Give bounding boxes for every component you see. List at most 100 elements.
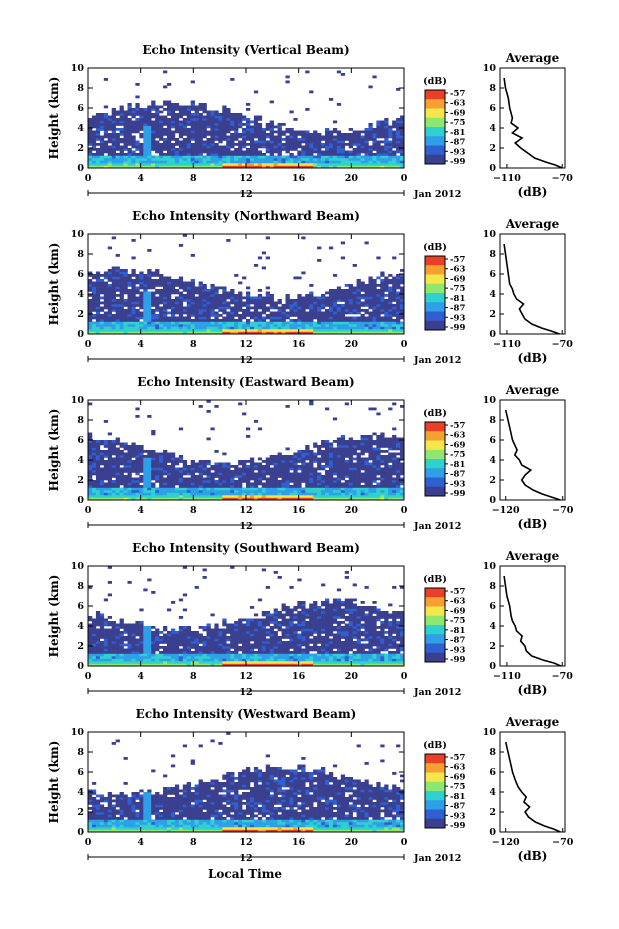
colorbar-tick-label: -75	[450, 450, 465, 460]
y-tick-label: 4	[77, 123, 84, 134]
colorbar-tick-label: -81	[450, 294, 465, 304]
y-tick-label: 4	[77, 289, 84, 300]
colorbar-tick-label: -99	[450, 157, 465, 167]
colorbar-tick-label: -75	[450, 118, 465, 128]
x-tick-label: 4	[137, 837, 144, 848]
colorbar-tick-label: -87	[450, 138, 465, 148]
colorbar-tick-label: -81	[450, 128, 465, 138]
date-label: 12	[239, 853, 252, 864]
y-tick-label: 6	[77, 269, 84, 280]
month-label: Jan 2012	[413, 853, 461, 864]
colorbar-segment	[425, 809, 445, 820]
colorbar-segment	[425, 256, 445, 266]
colorbar-segment	[425, 145, 445, 156]
colorbar-segment	[425, 459, 445, 469]
average-frame	[499, 565, 566, 667]
y-tick-label: 0	[77, 329, 84, 340]
x-tick-label: 20	[345, 505, 359, 516]
y-tick-label: 8	[77, 747, 84, 758]
chart-panel-1: Echo Intensity (Vertical Beam) 0 2 4 6 8 10 Hei…	[47, 43, 573, 200]
x-tick-label: 0	[85, 505, 92, 516]
x-tick-label: 20	[345, 339, 359, 350]
colorbar-tick-label: -57	[450, 89, 465, 99]
average-y-tick-label: 8	[489, 83, 496, 94]
colorbar-segment	[425, 283, 445, 294]
heatmap-field	[88, 566, 405, 667]
y-tick-label: 6	[77, 435, 84, 446]
colorbar-segment	[425, 477, 445, 488]
x-tick-label: 0	[85, 173, 92, 184]
y-tick-label: 0	[77, 495, 84, 506]
average-y-tick-label: 8	[489, 415, 496, 426]
y-axis-label: Height (km)	[47, 243, 61, 326]
average-y-tick-label: 10	[483, 229, 497, 240]
y-tick-label: 6	[77, 103, 84, 114]
y-tick-label: 2	[77, 309, 84, 320]
colorbar-tick-label: -81	[450, 792, 465, 802]
chart-panel-3: Echo Intensity (Eastward Beam) 0 2 4 6 8 10 Hei…	[47, 375, 574, 532]
average-y-tick-label: 4	[489, 289, 496, 300]
date-label: 12	[239, 687, 252, 698]
colorbar-segment	[425, 818, 445, 829]
average-x-tick-label: −70	[552, 505, 574, 516]
colorbar-segment	[425, 127, 445, 137]
average-x-axis-label: (dB)	[518, 351, 548, 365]
colorbar-tick-label: -75	[450, 616, 465, 626]
average-x-tick-label: −70	[552, 837, 574, 848]
average-x-tick-label: −110	[493, 671, 521, 682]
average-title: Average	[505, 51, 560, 65]
chart-title: Echo Intensity (Vertical Beam)	[142, 43, 349, 57]
colorbar-tick-label: -99	[450, 489, 465, 499]
colorbar-segment	[425, 117, 445, 128]
colorbar-segment	[425, 597, 445, 607]
average-x-axis-label: (dB)	[518, 849, 548, 863]
y-tick-label: 4	[77, 455, 84, 466]
colorbar-tick-label: -63	[450, 763, 465, 773]
colorbar-segment	[425, 763, 445, 773]
average-frame	[499, 67, 566, 169]
x-tick-label: 8	[190, 505, 197, 516]
y-tick-label: 8	[77, 249, 84, 260]
colorbar-segment	[425, 431, 445, 441]
date-label: 12	[239, 189, 252, 200]
colorbar-tick-label: -63	[450, 99, 465, 109]
heatmap-field	[88, 70, 405, 169]
chart-panel-4: Echo Intensity (Southward Beam) 0 2 4 6 8 10 He…	[47, 541, 573, 698]
colorbar-tick-label: -81	[450, 460, 465, 470]
average-title: Average	[505, 715, 560, 729]
colorbar-segment	[425, 615, 445, 626]
x-tick-label: 16	[292, 505, 306, 516]
heatmap-field	[88, 400, 405, 501]
average-y-tick-label: 2	[489, 807, 496, 818]
month-label: Jan 2012	[413, 355, 461, 366]
average-y-tick-label: 0	[489, 661, 496, 672]
average-profile-line	[503, 243, 560, 335]
colorbar-segment	[425, 311, 445, 322]
x-tick-label: 20	[345, 837, 359, 848]
average-y-tick-label: 6	[489, 269, 496, 280]
average-profile-line	[504, 741, 561, 833]
colorbar-segment	[425, 781, 445, 792]
colorbar-tick-label: -87	[450, 636, 465, 646]
average-y-tick-label: 8	[489, 581, 496, 592]
heatmap-field	[88, 234, 405, 335]
colorbar-segment	[425, 449, 445, 460]
colorbar-segment	[425, 440, 445, 451]
average-y-tick-label: 2	[489, 143, 496, 154]
x-tick-label: 0	[401, 173, 408, 184]
y-tick-label: 8	[77, 581, 84, 592]
x-tick-label: 8	[190, 173, 197, 184]
colorbar-segment	[425, 652, 445, 663]
y-axis-label: Height (km)	[47, 741, 61, 824]
average-x-tick-label: −70	[552, 671, 574, 682]
colorbar-frame	[424, 587, 446, 663]
x-tick-label: 16	[292, 837, 306, 848]
colorbar-tick-label: -93	[450, 479, 465, 489]
average-y-tick-label: 0	[489, 495, 496, 506]
average-y-tick-label: 6	[489, 601, 496, 612]
colorbar-tick-label: -69	[450, 606, 465, 616]
colorbar-segment	[425, 643, 445, 654]
x-tick-label: 8	[190, 671, 197, 682]
x-tick-label: 20	[345, 671, 359, 682]
